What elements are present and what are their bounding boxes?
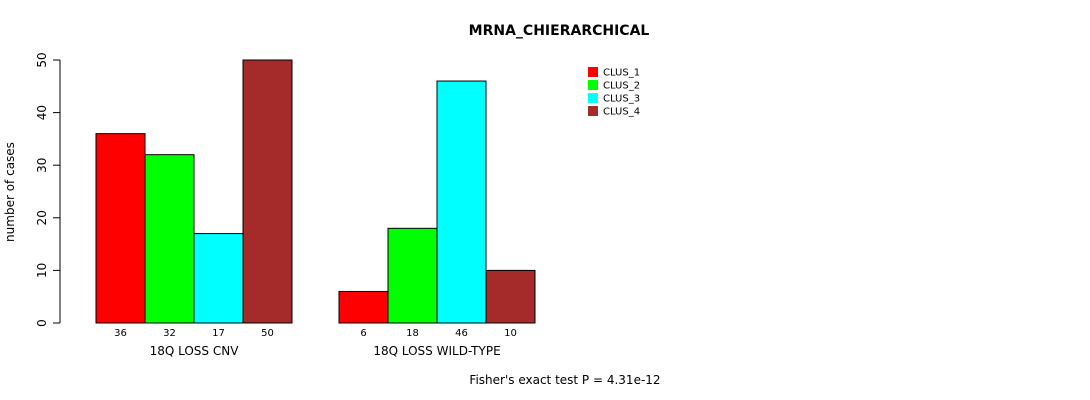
bar-value-label: 10: [504, 328, 517, 339]
fisher-test-footnote: Fisher's exact test P = 4.31e-12: [469, 373, 660, 387]
bar-value-label: 17: [212, 328, 225, 339]
legend-swatch: [588, 80, 598, 90]
bar-clus-2: [144, 154, 195, 324]
y-tick-label: 0: [35, 319, 49, 327]
y-tick-label: 20: [35, 210, 49, 225]
group-labels: 18Q LOSS CNV 18Q LOSS WILD-TYPE: [150, 344, 501, 358]
bar-value-label: 50: [261, 328, 274, 339]
bar-value-label: 18: [406, 328, 419, 339]
bar-value-label: 36: [114, 328, 127, 339]
bar-clus-4: [485, 269, 536, 324]
legend-swatch: [588, 67, 598, 77]
bar-clus-3: [436, 80, 487, 324]
chart-title: MRNA_CHIERARCHICAL: [469, 23, 650, 39]
y-axis: 0 10 20 30 40 50: [35, 52, 61, 327]
bars: [95, 59, 536, 324]
bar-clus-2: [387, 227, 438, 324]
bar-clus-1: [95, 133, 146, 324]
legend-label: CLUS_1: [603, 68, 640, 79]
group-label: 18Q LOSS CNV: [150, 344, 240, 358]
bar-value-label: 6: [360, 328, 366, 339]
group-label: 18Q LOSS WILD-TYPE: [373, 344, 500, 358]
legend-label: CLUS_2: [603, 81, 640, 92]
bar-clus-3: [193, 233, 244, 324]
legend-swatch: [588, 106, 598, 116]
y-tick-label: 50: [35, 52, 49, 67]
y-tick-label: 30: [35, 158, 49, 173]
y-axis-label: number of cases: [3, 142, 17, 242]
bar-clus-1: [338, 290, 389, 324]
legend: CLUS_1 CLUS_2 CLUS_3 CLUS_4: [588, 67, 640, 118]
bar-value-label: 32: [163, 328, 176, 339]
legend-label: CLUS_3: [603, 94, 640, 105]
legend-label: CLUS_4: [603, 107, 640, 118]
bar-clus-4: [242, 59, 293, 324]
bar-value-label: 46: [455, 328, 468, 339]
legend-swatch: [588, 93, 598, 103]
y-tick-label: 40: [35, 105, 49, 120]
y-tick-label: 10: [35, 263, 49, 278]
bar-value-labels: 36 32 17 50 6 18 46 10: [114, 328, 517, 339]
